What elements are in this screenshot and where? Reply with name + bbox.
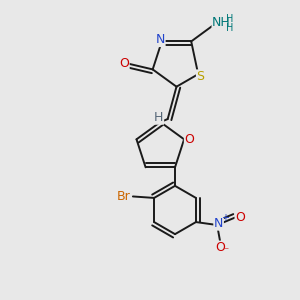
- Text: N: N: [214, 217, 223, 230]
- Text: Br: Br: [117, 190, 131, 203]
- Text: ⁻: ⁻: [224, 247, 229, 256]
- Text: +: +: [221, 213, 230, 223]
- Text: S: S: [196, 70, 205, 83]
- Text: O: O: [235, 211, 245, 224]
- Text: N: N: [156, 33, 165, 46]
- Text: O: O: [215, 241, 225, 254]
- Text: O: O: [119, 57, 129, 70]
- Text: NH: NH: [212, 16, 231, 29]
- Text: H: H: [154, 111, 164, 124]
- Text: H: H: [226, 22, 234, 33]
- Text: O: O: [184, 133, 194, 146]
- Text: H: H: [226, 14, 234, 24]
